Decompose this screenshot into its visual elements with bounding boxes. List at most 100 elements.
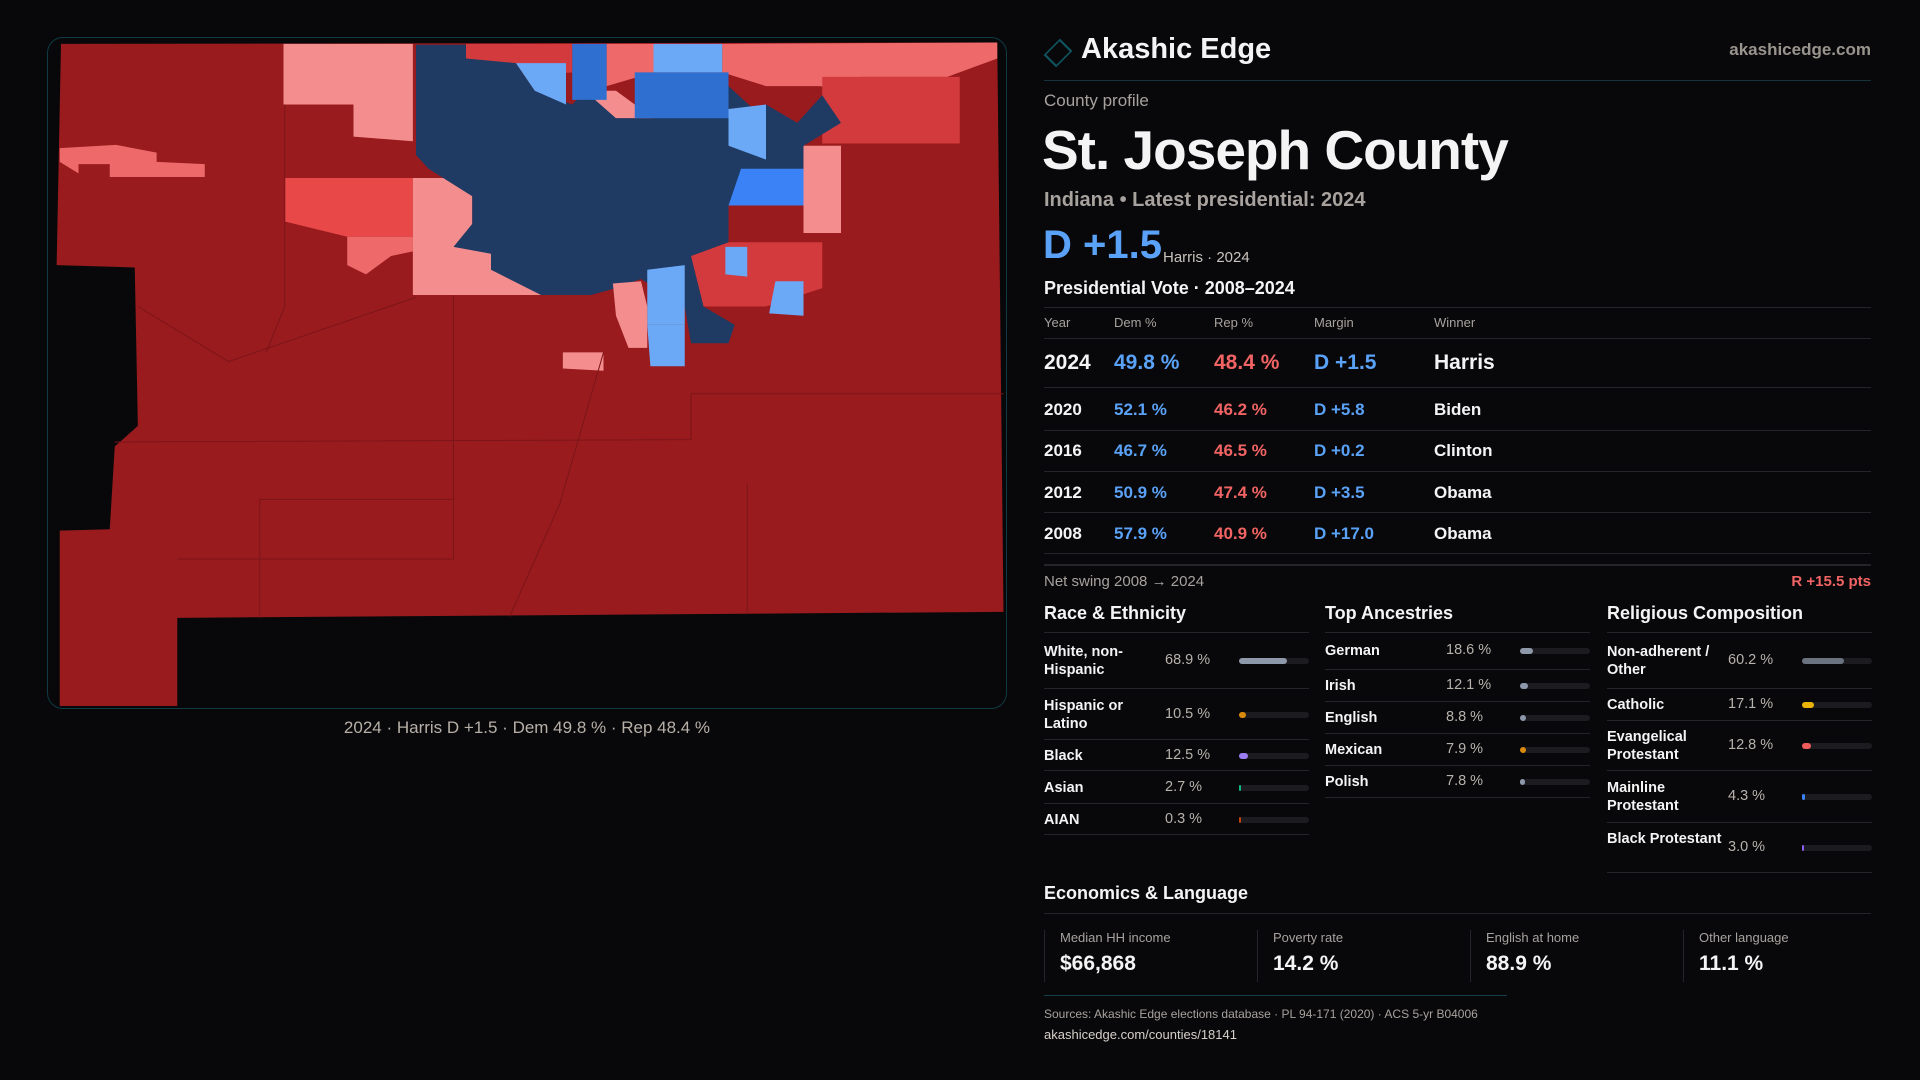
- precinct[interactable]: [572, 43, 607, 100]
- margin-cell: D +5.8: [1314, 399, 1365, 419]
- margin-cell: D +3.5: [1314, 482, 1365, 502]
- stat-bar-fill: [1239, 816, 1241, 823]
- stat-value: 68.9 %: [1165, 651, 1211, 668]
- stat-bar: [1520, 747, 1590, 753]
- subtitle: Indiana • Latest presidential: 2024: [1044, 189, 1366, 211]
- rep-cell: 46.2 %: [1214, 399, 1267, 419]
- divider: [1325, 632, 1590, 633]
- precinct[interactable]: [647, 324, 685, 367]
- stat-label: Asian: [1044, 779, 1084, 796]
- stat-bar-fill: [1239, 657, 1288, 664]
- econ-card: Poverty rate 14.2 %: [1257, 930, 1470, 982]
- stat-value: 8.8 %: [1446, 709, 1484, 725]
- precinct[interactable]: [634, 72, 729, 119]
- stat-bar: [1239, 816, 1309, 823]
- precinct[interactable]: [284, 177, 413, 237]
- stat-value: 2.7 %: [1165, 778, 1203, 795]
- stat-row: Hispanic or Latino 10.5 %: [1044, 689, 1309, 740]
- econ-value: 11.1 %: [1699, 952, 1764, 975]
- stat-bar-fill: [1802, 702, 1814, 708]
- stat-value: 0.3 %: [1165, 810, 1203, 827]
- econ-card: Other language 11.1 %: [1683, 930, 1896, 982]
- stat-bar: [1802, 845, 1872, 851]
- stat-label: Polish: [1325, 774, 1369, 790]
- precinct[interactable]: [59, 144, 205, 178]
- col-margin: Margin: [1314, 314, 1354, 330]
- county-url[interactable]: akashicedge.com/counties/18141: [1044, 1027, 1237, 1042]
- col-rep: Rep %: [1214, 314, 1254, 330]
- winner-cell: Harris: [1434, 351, 1495, 374]
- precinct[interactable]: [647, 265, 685, 325]
- econ-label: English at home: [1486, 930, 1580, 945]
- precinct[interactable]: [822, 76, 960, 144]
- stat-label: German: [1325, 643, 1380, 659]
- precinct[interactable]: [412, 177, 541, 296]
- precinct[interactable]: [612, 281, 648, 348]
- latest-margin-winner: Harris · 2024: [1163, 249, 1250, 266]
- section-title-economics: Economics & Language: [1044, 883, 1249, 903]
- precinct[interactable]: [562, 352, 604, 371]
- stat-bar-fill: [1802, 657, 1845, 664]
- precinct[interactable]: [769, 281, 804, 316]
- section-title: Race & Ethnicity: [1044, 603, 1187, 623]
- stat-bar: [1802, 657, 1872, 664]
- divider: [1044, 512, 1871, 513]
- table-row[interactable]: 2020 52.1 % 46.2 % D +5.8 Biden: [1044, 389, 1871, 430]
- precinct[interactable]: [725, 246, 748, 277]
- county-map[interactable]: [47, 37, 1007, 709]
- site-link[interactable]: akashicedge.com: [1729, 40, 1871, 59]
- stat-bar: [1802, 743, 1872, 749]
- table-row[interactable]: 2024 49.8 % 48.4 % D +1.5 Harris: [1044, 340, 1871, 386]
- stat-value: 12.5 %: [1165, 746, 1211, 763]
- stat-value: 18.6 %: [1446, 642, 1492, 658]
- stat-row: Polish 7.8 %: [1325, 766, 1590, 798]
- precinct-map[interactable]: [47, 37, 1007, 709]
- latest-margin: D +1.5: [1043, 223, 1162, 267]
- econ-value: 14.2 %: [1273, 952, 1339, 975]
- diamond-icon: [1043, 38, 1073, 68]
- stat-bar-fill: [1802, 743, 1811, 749]
- precinct[interactable]: [728, 168, 804, 206]
- stat-value: 17.1 %: [1728, 696, 1774, 712]
- stat-value: 12.1 %: [1446, 677, 1492, 693]
- divider: [1044, 913, 1871, 914]
- table-row[interactable]: 2016 46.7 % 46.5 % D +0.2 Clinton: [1044, 431, 1871, 471]
- precinct[interactable]: [653, 43, 723, 73]
- stat-value: 12.8 %: [1728, 737, 1774, 753]
- divider: [1044, 430, 1871, 431]
- section-title: Top Ancestries: [1325, 603, 1454, 623]
- precinct[interactable]: [347, 236, 413, 275]
- dem-cell: 46.7 %: [1114, 441, 1167, 460]
- divider: [1044, 995, 1507, 996]
- stat-label: Black: [1044, 747, 1083, 764]
- precinct[interactable]: [516, 63, 566, 105]
- divider: [1044, 307, 1871, 308]
- winner-cell: Obama: [1434, 524, 1492, 543]
- map-caption: 2024 · Harris D +1.5 · Dem 49.8 % · Rep …: [343, 718, 711, 737]
- stat-label: AIAN: [1044, 811, 1080, 828]
- stat-bar-fill: [1239, 752, 1248, 759]
- stat-bar: [1520, 779, 1590, 785]
- brand-name[interactable]: Akashic Edge: [1081, 33, 1272, 65]
- margin-cell: D +0.2: [1314, 441, 1365, 460]
- stat-row: Evangelical Protestant 12.8 %: [1607, 721, 1872, 771]
- rep-cell: 46.5 %: [1214, 441, 1267, 460]
- precinct[interactable]: [722, 42, 998, 91]
- table-row[interactable]: 2012 50.9 % 47.4 % D +3.5 Obama: [1044, 472, 1871, 513]
- econ-card: Median HH income $66,868: [1044, 930, 1257, 982]
- winner-cell: Clinton: [1434, 441, 1493, 460]
- precinct[interactable]: [283, 43, 413, 142]
- stat-row: Black Protestant 3.0 %: [1607, 823, 1872, 873]
- econ-label: Other language: [1699, 930, 1789, 945]
- kicker: County profile: [1044, 91, 1149, 110]
- stat-label: Irish: [1325, 678, 1356, 694]
- section-title: Religious Composition: [1607, 603, 1803, 623]
- precinct[interactable]: [803, 145, 842, 234]
- year-cell: 2020: [1044, 399, 1082, 419]
- stat-row: English 8.8 %: [1325, 702, 1590, 734]
- dem-cell: 50.9 %: [1114, 482, 1167, 502]
- table-row[interactable]: 2008 57.9 % 40.9 % D +17.0 Obama: [1044, 514, 1871, 554]
- stat-row: Asian 2.7 %: [1044, 771, 1309, 804]
- stat-bar-fill: [1802, 794, 1805, 800]
- precinct[interactable]: [728, 104, 767, 160]
